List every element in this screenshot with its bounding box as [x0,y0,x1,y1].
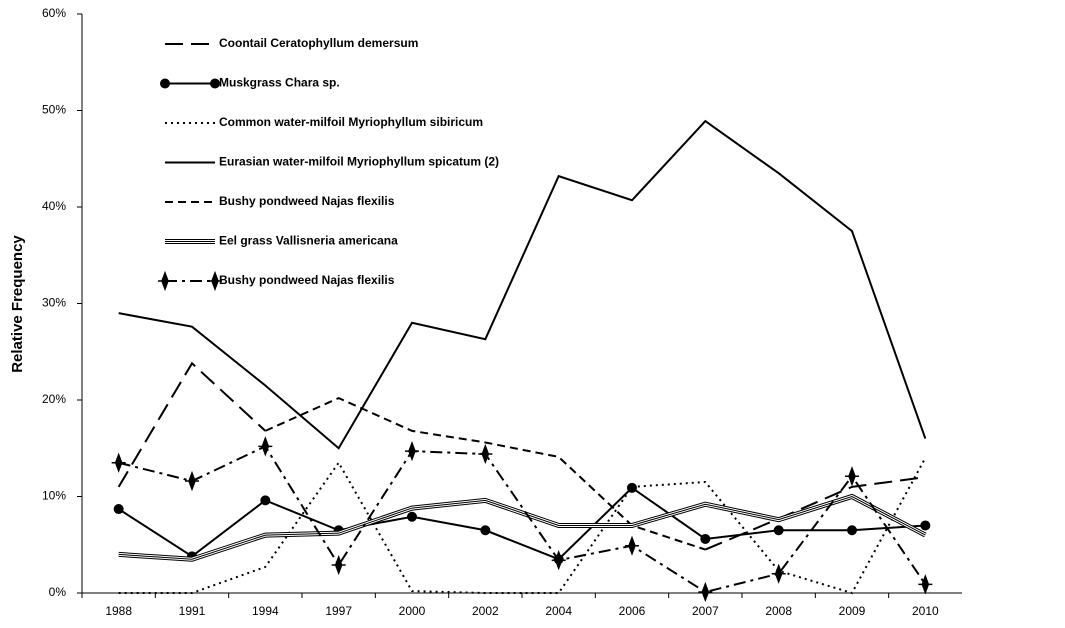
point [113,504,124,515]
point [847,525,857,536]
point [551,550,566,571]
series-line [118,495,926,560]
point [260,495,271,506]
series-line [118,119,927,450]
point [331,554,346,576]
point [918,574,933,595]
point [480,525,491,536]
series-line [117,361,926,551]
point [698,581,713,603]
x-tick-label: 1997 [325,604,352,618]
legend-label: Bushy pondweed Najas flexilis [219,194,395,208]
y-tick-label: 60% [42,6,66,20]
x-tick-label: 1994 [252,604,279,618]
legend-label: Coontail Ceratophyllum demersum [219,36,418,50]
y-tick-label: 50% [42,103,66,117]
point [210,78,220,89]
legend-label: Eurasian water-milfoil Myriophyllum spic… [219,155,499,169]
point [405,441,419,462]
y-tick-label: 0% [49,585,67,599]
point [845,466,859,487]
y-tick-label: 10% [42,489,66,503]
series-line [118,457,927,595]
legend-label: Eel grass Vallisneria americana [219,234,398,248]
legend-label: Bushy pondweed Najas flexilis [219,273,395,287]
x-tick-label: 1988 [105,604,132,618]
y-tick-label: 30% [42,296,66,310]
point [158,270,172,292]
x-tick-label: 2002 [472,604,499,618]
y-tick-label: 40% [42,199,66,213]
legend-label: Muskgrass Chara sp. [219,76,340,90]
x-tick-label: 2004 [545,604,572,618]
legend-label: Common water-milfoil Myriophyllum sibiri… [219,115,483,129]
x-tick-label: 2000 [399,604,426,618]
point [258,436,273,457]
point [185,470,199,492]
point [407,511,417,522]
series-line [118,445,927,594]
point [700,533,711,544]
x-tick-label: 2006 [619,604,646,618]
x-tick-label: 2008 [765,604,792,618]
y-axis-label: Relative Frequency [9,235,26,373]
x-tick-label: 2007 [692,604,719,618]
point [920,520,931,531]
point [160,78,170,89]
x-tick-label: 2009 [839,604,866,618]
series-line [118,486,926,561]
point [208,270,222,292]
x-tick-label: 2010 [912,604,939,618]
point [771,563,786,584]
y-tick-label: 20% [42,392,66,406]
point [625,535,639,556]
point [773,525,784,536]
x-tick-label: 1991 [179,604,206,618]
point [111,452,126,473]
point [478,443,493,465]
